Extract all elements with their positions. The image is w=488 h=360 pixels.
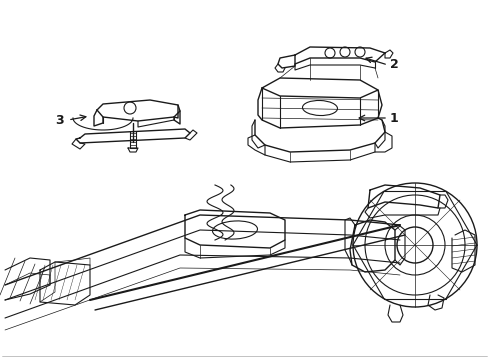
Text: 3: 3: [55, 113, 63, 126]
Text: 2: 2: [389, 58, 398, 72]
Text: 1: 1: [389, 112, 398, 125]
